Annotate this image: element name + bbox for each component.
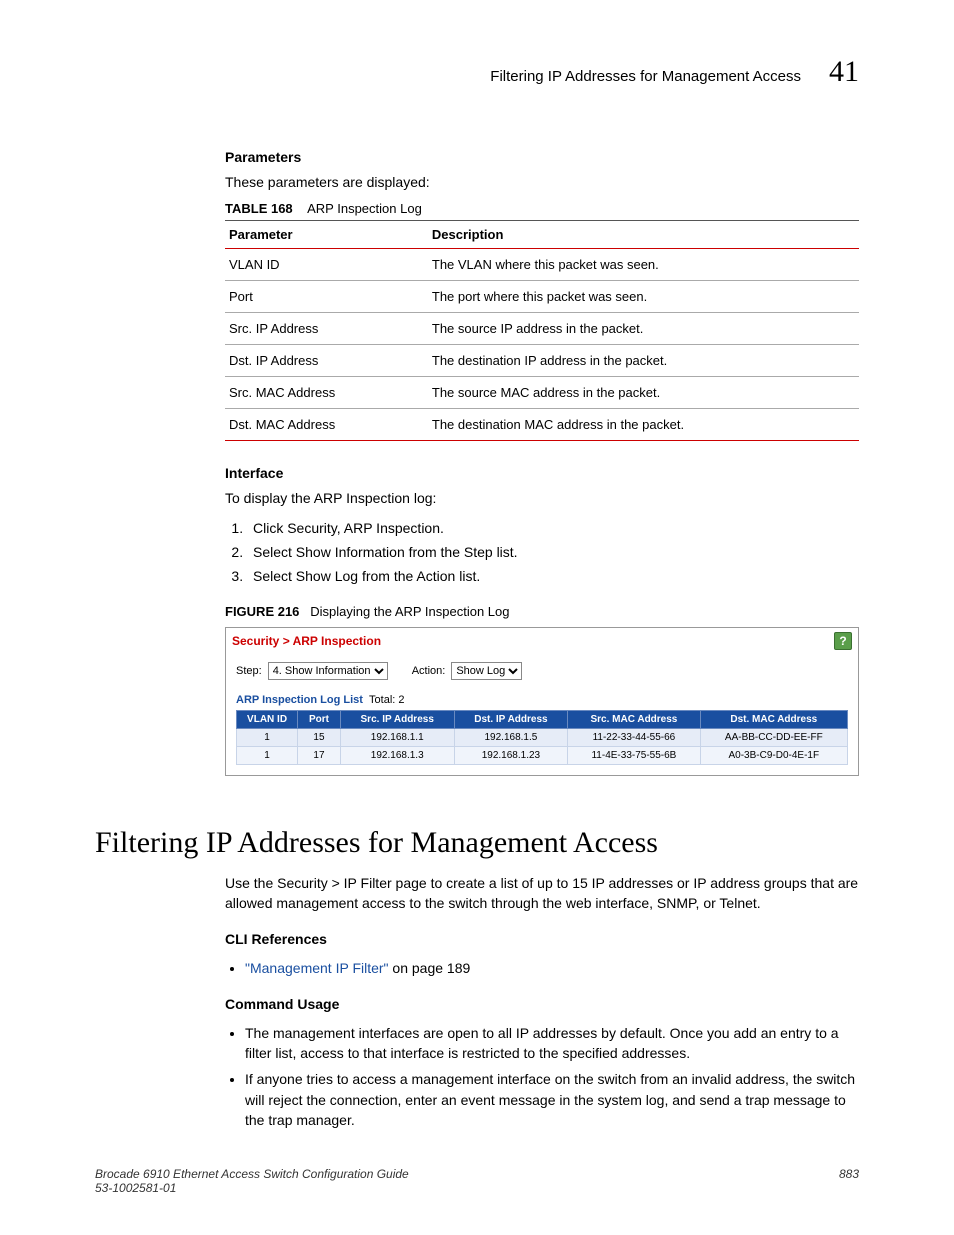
table-title: ARP Inspection Log bbox=[307, 201, 422, 216]
table-row: Src. IP AddressThe source IP address in … bbox=[225, 312, 859, 344]
page-header: Filtering IP Addresses for Management Ac… bbox=[95, 55, 859, 89]
table-caption: TABLE 168 ARP Inspection Log bbox=[225, 201, 859, 216]
footer-doc-title: Brocade 6910 Ethernet Access Switch Conf… bbox=[95, 1167, 409, 1181]
step-label: Step: bbox=[236, 665, 262, 677]
chapter-number: 41 bbox=[829, 55, 859, 89]
th-srcmac: Src. MAC Address bbox=[568, 711, 700, 729]
footer-page-number: 883 bbox=[839, 1167, 859, 1195]
cli-heading: CLI References bbox=[225, 931, 859, 947]
cli-item: "Management IP Filter" on page 189 bbox=[245, 955, 859, 981]
interface-intro: To display the ARP Inspection log: bbox=[225, 489, 859, 509]
running-title: Filtering IP Addresses for Management Ac… bbox=[490, 68, 801, 85]
table-label: TABLE 168 bbox=[225, 201, 293, 216]
cmd-list: The management interfaces are open to al… bbox=[225, 1020, 859, 1133]
page-footer: Brocade 6910 Ethernet Access Switch Conf… bbox=[95, 1167, 859, 1195]
parameters-table: Parameter Description VLAN IDThe VLAN wh… bbox=[225, 220, 859, 441]
screenshot-subtitle: ARP Inspection Log List Total: 2 bbox=[226, 688, 858, 710]
screenshot-controls: Step: 4. Show Information Action: Show L… bbox=[226, 658, 858, 688]
content-block: Parameters These parameters are displaye… bbox=[225, 149, 859, 776]
action-select[interactable]: Show Log bbox=[451, 662, 522, 680]
table-row: Src. MAC AddressThe source MAC address i… bbox=[225, 376, 859, 408]
parameters-intro: These parameters are displayed: bbox=[225, 173, 859, 193]
page: Filtering IP Addresses for Management Ac… bbox=[0, 0, 954, 1235]
footer-left: Brocade 6910 Ethernet Access Switch Conf… bbox=[95, 1167, 409, 1195]
col-description: Description bbox=[428, 220, 859, 248]
step-select[interactable]: 4. Show Information bbox=[268, 662, 388, 680]
help-icon[interactable]: ? bbox=[834, 632, 852, 650]
cmd-heading: Command Usage bbox=[225, 996, 859, 1012]
th-dstip: Dst. IP Address bbox=[454, 711, 568, 729]
cmd-item: If anyone tries to access a management i… bbox=[245, 1066, 859, 1133]
cli-link[interactable]: "Management IP Filter" bbox=[245, 960, 389, 976]
cli-list: "Management IP Filter" on page 189 bbox=[225, 955, 859, 981]
step-item: Select Show Log from the Action list. bbox=[247, 564, 859, 588]
figure-caption: FIGURE 216 Displaying the ARP Inspection… bbox=[225, 604, 859, 619]
col-parameter: Parameter bbox=[225, 220, 428, 248]
table-row: Dst. MAC AddressThe destination MAC addr… bbox=[225, 408, 859, 440]
footer-doc-id: 53-1002581-01 bbox=[95, 1181, 409, 1195]
section-intro: Use the Security > IP Filter page to cre… bbox=[225, 874, 859, 913]
interface-heading: Interface bbox=[225, 465, 859, 481]
section-heading: Filtering IP Addresses for Management Ac… bbox=[95, 826, 859, 860]
breadcrumb: Security > ARP Inspection bbox=[232, 634, 381, 648]
figure-label: FIGURE 216 bbox=[225, 604, 299, 619]
cli-link-suffix: on page 189 bbox=[389, 960, 471, 976]
log-row: 1 17 192.168.1.3 192.168.1.23 11-4E-33-7… bbox=[237, 747, 848, 765]
table-row: Dst. IP AddressThe destination IP addres… bbox=[225, 344, 859, 376]
action-label: Action: bbox=[412, 665, 446, 677]
parameters-heading: Parameters bbox=[225, 149, 859, 165]
table-row: PortThe port where this packet was seen. bbox=[225, 280, 859, 312]
interface-steps: Click Security, ARP Inspection. Select S… bbox=[225, 516, 859, 588]
cmd-item: The management interfaces are open to al… bbox=[245, 1020, 859, 1067]
step-item: Select Show Information from the Step li… bbox=[247, 540, 859, 564]
figure-title: Displaying the ARP Inspection Log bbox=[310, 604, 509, 619]
th-dstmac: Dst. MAC Address bbox=[700, 711, 847, 729]
th-srcip: Src. IP Address bbox=[340, 711, 454, 729]
th-port: Port bbox=[298, 711, 341, 729]
step-item: Click Security, ARP Inspection. bbox=[247, 516, 859, 540]
section-body: Use the Security > IP Filter page to cre… bbox=[225, 874, 859, 1133]
total-label: Total: 2 bbox=[369, 694, 404, 706]
log-row: 1 15 192.168.1.1 192.168.1.5 11-22-33-44… bbox=[237, 729, 848, 747]
list-title: ARP Inspection Log List bbox=[236, 694, 363, 706]
th-vlan: VLAN ID bbox=[237, 711, 298, 729]
screenshot-header: Security > ARP Inspection ? bbox=[226, 628, 858, 658]
table-row: VLAN IDThe VLAN where this packet was se… bbox=[225, 248, 859, 280]
arp-log-table: VLAN ID Port Src. IP Address Dst. IP Add… bbox=[236, 710, 848, 765]
screenshot-panel: Security > ARP Inspection ? Step: 4. Sho… bbox=[225, 627, 859, 776]
